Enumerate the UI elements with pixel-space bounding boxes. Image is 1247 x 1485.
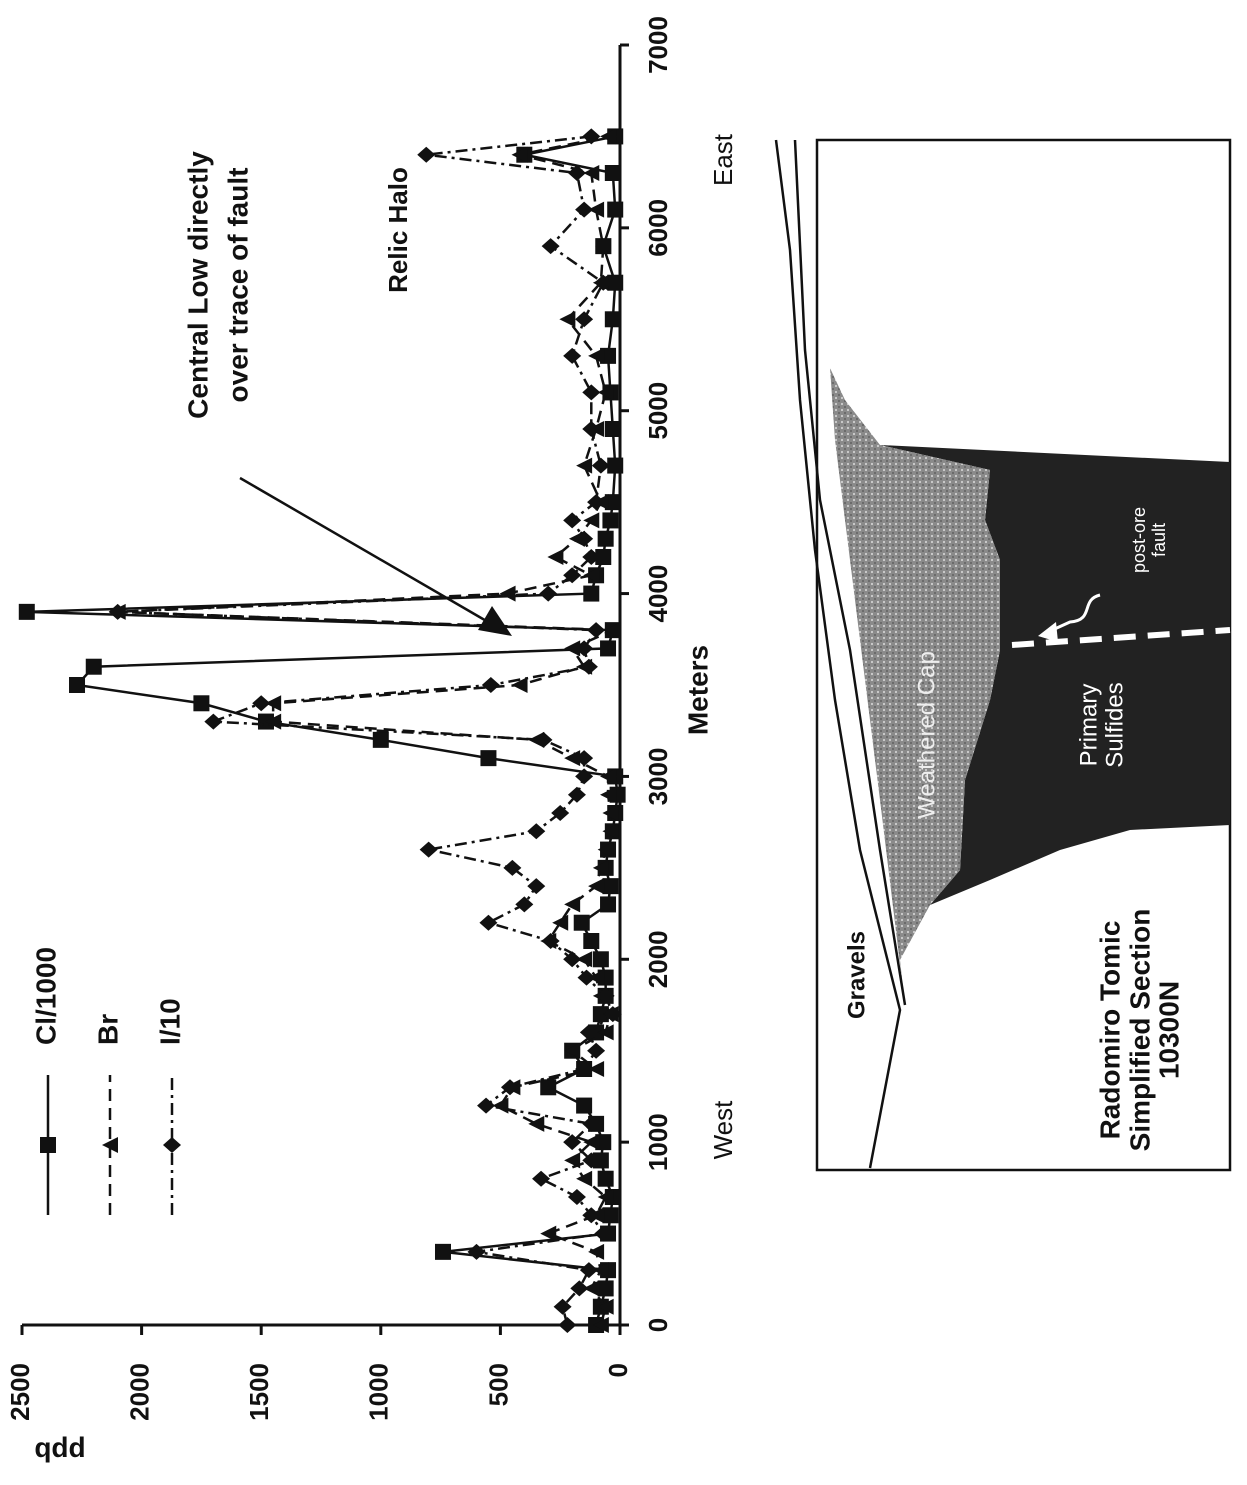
diagram-label: Sulfides [1101,682,1128,767]
section-diagram: Gravels Weathered Cap Primary Sulfides p… [776,140,1230,1170]
data-point [86,659,102,675]
data-point [193,695,209,711]
annotation: over trace of fault [222,168,253,403]
y-tick-label: 2500 [5,1363,35,1421]
x-tick-label: 5000 [643,382,673,440]
x-tick-label: 7000 [643,16,673,74]
x-axis-title: Meters [682,645,713,735]
legend-label: Cl/1000 [30,947,61,1045]
data-point [583,586,599,602]
x-tick-label: 1000 [643,1113,673,1171]
y-tick-label: 0 [603,1363,633,1377]
legend-label: I/10 [154,998,185,1045]
diagram-label: fault [1149,523,1169,557]
data-point [600,896,616,912]
annotation: Central Low directly [182,151,213,419]
data-point [574,915,590,931]
annotation: West [708,1100,738,1160]
data-point [583,933,599,949]
diagram-label: Primary [1075,684,1102,767]
data-point [602,512,618,528]
data-point [373,732,389,748]
legend-marker [40,1137,56,1153]
y-tick-label: 2000 [124,1363,154,1421]
x-tick-label: 6000 [643,199,673,257]
data-point [605,165,621,181]
x-tick-label: 0 [643,1318,673,1332]
data-point [600,640,616,656]
y-axis-title: ppb [34,1437,85,1468]
data-point [598,1280,614,1296]
data-point [598,1171,614,1187]
x-tick-label: 2000 [643,930,673,988]
data-point [607,202,623,218]
legend-label: Br [92,1014,123,1045]
diagram-label: Gravels [843,931,870,1019]
x-tick-label: 4000 [643,565,673,623]
data-point [480,750,496,766]
diagram-caption: Simplified Section [1124,909,1155,1152]
diagram-label: post-ore [1129,507,1149,573]
data-point [435,1244,451,1260]
y-tick-label: 500 [483,1363,513,1406]
y-tick-label: 1500 [244,1363,274,1421]
data-point [69,677,85,693]
annotation: Relic Halo [383,167,413,293]
diagram-caption: Radomiro Tomic [1094,921,1125,1140]
data-point [593,951,609,967]
x-tick-label: 3000 [643,748,673,806]
data-point [602,1207,618,1223]
data-point [605,311,621,327]
data-point [605,421,621,437]
data-point [576,1098,592,1114]
annotation: East [708,133,738,186]
data-point [19,604,35,620]
diagram-caption: 10300N [1153,981,1184,1079]
page: Meters ppb Central Low directly over tra… [0,0,1247,1485]
data-point [602,878,618,894]
data-point [540,1079,556,1095]
diagram-label: Weathered Cap [913,651,940,819]
y-tick-label: 1000 [364,1363,394,1421]
data-point [598,531,614,547]
